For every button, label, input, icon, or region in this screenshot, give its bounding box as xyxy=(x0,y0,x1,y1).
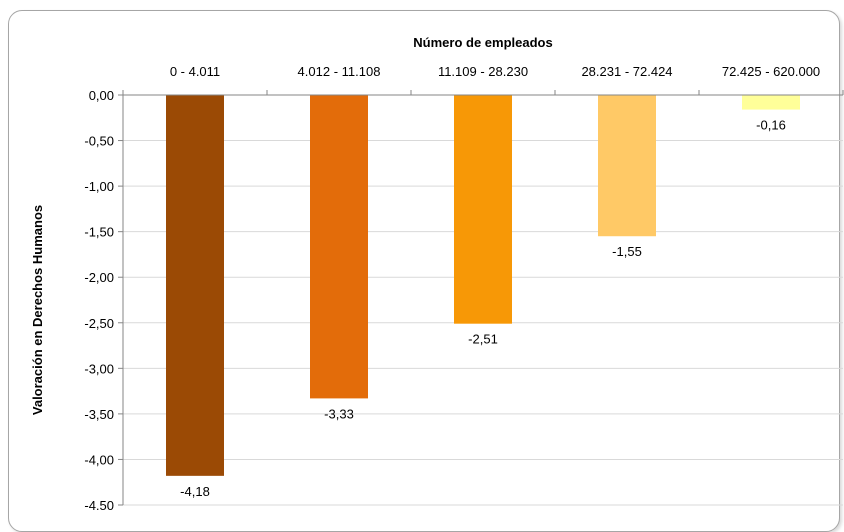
category-label: 11.109 - 28.230 xyxy=(438,64,528,79)
bar xyxy=(742,95,800,110)
x-axis-title: Número de empleados xyxy=(413,35,552,50)
data-label: -1,55 xyxy=(612,244,642,259)
bar xyxy=(598,95,656,237)
category-label: 28.231 - 72.424 xyxy=(581,64,672,79)
y-tick-label: -3,50 xyxy=(84,407,114,422)
data-labels: -4,18 -3,33 -2,51 -1,55 -0,16 xyxy=(180,118,786,499)
data-label: -3,33 xyxy=(324,406,354,421)
y-tick-label: -4,00 xyxy=(84,452,114,467)
category-labels: 0 - 4.011 4.012 - 11.108 11.109 - 28.230 28… xyxy=(170,64,820,79)
y-axis-title: Valoración en Derechos Humanos xyxy=(30,205,45,415)
y-tick-label: -1,00 xyxy=(84,179,114,194)
chart-frame xyxy=(8,10,840,532)
category-label: 4.012 - 11.108 xyxy=(298,64,381,79)
category-label: 72.425 - 620.000 xyxy=(722,64,820,79)
y-tick-label: -4,50 xyxy=(84,498,114,510)
data-label: -4,18 xyxy=(180,484,210,499)
data-label: -2,51 xyxy=(468,332,498,347)
y-tick-label: -1,50 xyxy=(84,225,114,240)
data-label: -0,16 xyxy=(756,118,786,133)
bars xyxy=(122,90,844,476)
bar-chart: 0,00 -0,50 -1,00 -1,50 -2,00 -2,50 -3,00 -3,50 -… xyxy=(30,35,844,510)
bar xyxy=(454,95,512,324)
y-tick-label: -3,00 xyxy=(84,361,114,376)
y-tick-label: 0,00 xyxy=(89,88,114,103)
y-tick-label: -2,50 xyxy=(84,316,114,331)
y-tick-labels: 0,00 -0,50 -1,00 -1,50 -2,00 -2,50 -3,00 -3,50 -… xyxy=(84,88,114,510)
bar xyxy=(310,95,368,399)
y-tick-label: -0,50 xyxy=(84,134,114,149)
y-tick-label: -2,00 xyxy=(84,270,114,285)
bar xyxy=(166,95,224,476)
category-label: 0 - 4.011 xyxy=(170,64,220,79)
